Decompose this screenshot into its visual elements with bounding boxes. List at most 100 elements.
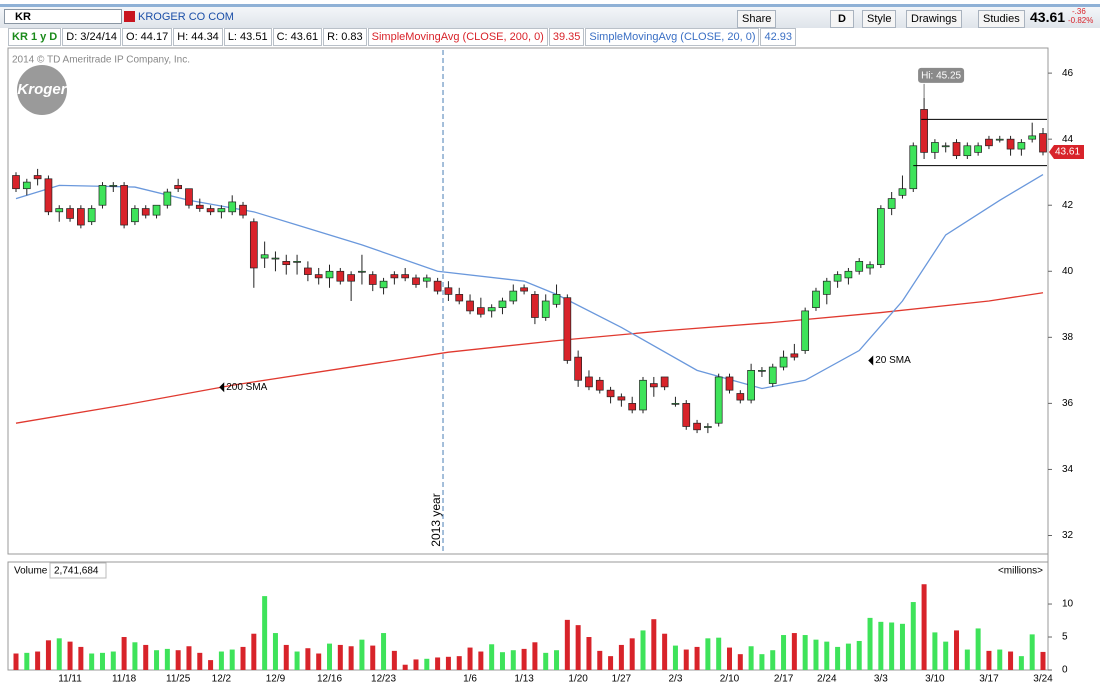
x-tick-label: 12/2 — [212, 674, 232, 685]
y-tick-label: 32 — [1062, 530, 1074, 541]
candle-body — [33, 175, 42, 180]
volume-bar — [78, 646, 84, 670]
chart-spec: KR 1 y D — [8, 28, 62, 46]
volume-units: <millions> — [998, 566, 1043, 577]
candle-body — [358, 270, 366, 273]
volume-bar — [889, 622, 895, 670]
volume-bar — [218, 651, 224, 670]
volume-bar — [272, 633, 278, 670]
volume-bar — [640, 630, 646, 670]
volume-bar — [867, 617, 873, 670]
x-tick-label: 11/25 — [166, 674, 191, 685]
toolbar: KR KROGER CO COM Share D Style Drawings … — [0, 4, 1100, 28]
candle-body — [498, 300, 507, 308]
candle-body — [682, 403, 691, 427]
x-tick-label: 12/9 — [266, 674, 286, 685]
candle-body — [293, 261, 301, 263]
candle-body — [141, 208, 150, 216]
candle-body — [455, 294, 464, 302]
volume-bar — [229, 649, 235, 670]
volume-tick-label: 10 — [1062, 599, 1074, 610]
volume-bar — [348, 646, 354, 670]
sma20-value: 42.93 — [760, 28, 797, 46]
candle-body — [855, 261, 864, 272]
x-tick-label: 12/23 — [371, 674, 396, 685]
candle-body — [833, 274, 842, 282]
candle-body — [920, 109, 928, 153]
year-label: 2013 year — [429, 493, 443, 546]
volume-tick-label: 5 — [1062, 632, 1068, 643]
volume-bar — [381, 633, 387, 670]
period-button[interactable]: D — [830, 10, 854, 28]
candle-body — [574, 356, 582, 381]
volume-bar — [240, 646, 246, 670]
volume-bar — [316, 653, 322, 670]
candle-body — [995, 138, 1004, 141]
volume-label: Volume — [14, 566, 48, 577]
volume-bar — [1018, 656, 1024, 670]
volume-bar — [899, 623, 905, 670]
sma200-value: 39.35 — [548, 28, 585, 46]
copyright: 2014 © TD Ameritrade IP Company, Inc. — [12, 55, 190, 66]
volume-bar — [964, 649, 970, 670]
candle-body — [87, 208, 96, 223]
volume-bar — [413, 659, 419, 670]
sma-label: 200 SMA — [226, 382, 267, 393]
symbol-input[interactable]: KR — [4, 9, 122, 24]
candle-body — [531, 294, 539, 318]
candle-body — [876, 208, 885, 266]
volume-bar — [683, 649, 689, 670]
volume-bar — [478, 651, 484, 670]
candle-body — [985, 138, 993, 147]
price-tag — [1049, 145, 1084, 160]
y-tick-label: 40 — [1062, 266, 1074, 277]
share-button[interactable]: Share — [737, 10, 777, 28]
candle-body — [725, 376, 734, 391]
candle-body — [487, 307, 496, 312]
candle-body — [1017, 142, 1026, 150]
volume-bar — [910, 602, 916, 670]
volume-bar — [954, 630, 960, 670]
candle-body — [909, 145, 918, 190]
volume-bar — [283, 644, 289, 670]
candle-body — [22, 181, 31, 190]
y-tick-label: 34 — [1062, 464, 1074, 475]
candle-body — [466, 300, 474, 312]
candle-body — [120, 185, 128, 226]
volume-bar — [543, 652, 549, 670]
candle-body — [520, 287, 528, 292]
volume-bar — [89, 653, 95, 670]
volume-bar — [467, 647, 473, 670]
x-tick-label: 1/20 — [568, 674, 588, 685]
candle-body — [509, 290, 518, 302]
volume-bar — [921, 584, 927, 670]
candle-body — [606, 389, 615, 398]
logo-badge — [17, 65, 67, 115]
studies-button[interactable]: Studies — [978, 10, 1025, 28]
candle-body — [260, 254, 269, 259]
candle-body — [822, 280, 831, 295]
candle-body — [477, 307, 485, 315]
volume-bar — [564, 619, 570, 670]
candle-body — [736, 393, 745, 401]
volume-tick-label: 0 — [1062, 665, 1068, 676]
candle-body — [379, 280, 388, 289]
volume-bar — [618, 644, 624, 670]
y-tick-label: 38 — [1062, 332, 1074, 343]
volume-box — [49, 562, 107, 579]
candle-body — [779, 356, 788, 368]
y-tick-label: 46 — [1062, 68, 1074, 79]
volume-bar — [435, 657, 441, 670]
candle-body — [952, 142, 961, 157]
volume-bar — [359, 639, 365, 670]
drawings-button[interactable]: Drawings — [906, 10, 962, 28]
volume-bar — [337, 644, 343, 670]
candle-body — [228, 201, 237, 213]
volume-bar — [35, 651, 41, 670]
style-button[interactable]: Style — [862, 10, 897, 28]
x-tick-label: 3/3 — [874, 674, 888, 685]
candle-body — [77, 208, 85, 226]
volume-bar — [67, 641, 73, 670]
x-tick-label: 2/10 — [720, 674, 740, 685]
volume-bar — [845, 643, 851, 670]
